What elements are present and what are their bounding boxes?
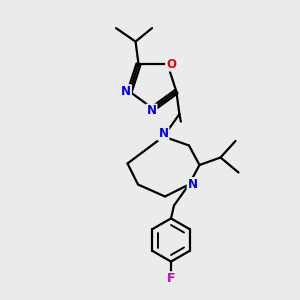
Text: O: O xyxy=(166,58,176,70)
Text: N: N xyxy=(121,85,131,98)
Text: F: F xyxy=(167,272,175,285)
Text: N: N xyxy=(188,178,198,191)
Text: N: N xyxy=(158,127,169,140)
Text: N: N xyxy=(146,104,157,118)
